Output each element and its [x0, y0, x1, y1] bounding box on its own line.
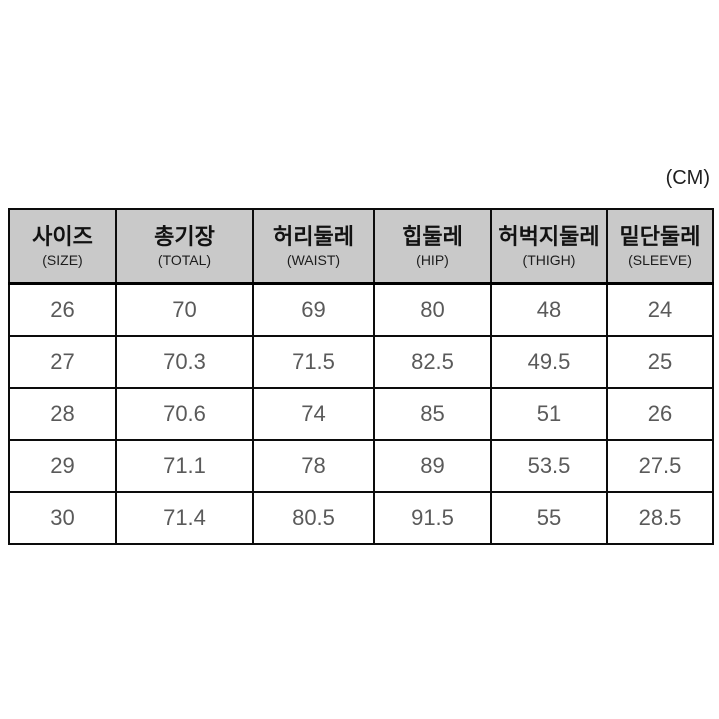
column-header-hip-en: (HIP): [416, 252, 449, 269]
cell-thigh: 53.5: [490, 439, 608, 493]
cell-size: 28: [8, 387, 117, 441]
cell-thigh: 48: [490, 282, 608, 337]
cell-total: 70.3: [115, 335, 254, 389]
column-header-sleeve-en: (SLEEVE): [628, 252, 692, 269]
cell-sleeve: 27.5: [606, 439, 714, 493]
column-header-total: 총기장 (TOTAL): [115, 208, 254, 285]
cell-thigh: 49.5: [490, 335, 608, 389]
table-body: 26 70 69 80 48 24 27 70.3 71.5 82.5 49.5…: [8, 282, 714, 545]
cell-thigh: 55: [490, 491, 608, 545]
cell-waist: 69: [252, 282, 375, 337]
table-row-size-28: 28 70.6 74 85 51 26: [8, 387, 714, 441]
cell-hip: 82.5: [373, 335, 492, 389]
cell-size: 26: [8, 282, 117, 337]
cell-waist: 71.5: [252, 335, 375, 389]
cell-sleeve: 25: [606, 335, 714, 389]
cell-size: 29: [8, 439, 117, 493]
cell-hip: 91.5: [373, 491, 492, 545]
column-header-waist-en: (WAIST): [286, 252, 341, 269]
cell-waist: 78: [252, 439, 375, 493]
table-row-size-26: 26 70 69 80 48 24: [8, 282, 714, 337]
table-row-size-29: 29 71.1 78 89 53.5 27.5: [8, 439, 714, 493]
column-header-waist: 허리둘레 (WAIST): [252, 208, 375, 285]
cell-total: 71.4: [115, 491, 254, 545]
column-header-sleeve: 밑단둘레 (SLEEVE): [606, 208, 714, 285]
cell-hip: 89: [373, 439, 492, 493]
cell-size: 30: [8, 491, 117, 545]
cell-waist: 74: [252, 387, 375, 441]
header-row: 사이즈 (SIZE) 총기장 (TOTAL) 허리둘레 (WAIST) 힙둘레 …: [8, 208, 714, 285]
cell-waist: 80.5: [252, 491, 375, 545]
column-header-hip-ko: 힙둘레: [402, 223, 463, 249]
column-header-size: 사이즈 (SIZE): [8, 208, 117, 285]
cell-size: 27: [8, 335, 117, 389]
column-header-hip: 힙둘레 (HIP): [373, 208, 492, 285]
cell-sleeve: 26: [606, 387, 714, 441]
cell-sleeve: 24: [606, 282, 714, 337]
cell-total: 70: [115, 282, 254, 337]
column-header-thigh: 허벅지둘레 (THIGH): [490, 208, 608, 285]
cell-thigh: 51: [490, 387, 608, 441]
column-header-size-en: (SIZE): [42, 252, 83, 269]
size-chart-table: 사이즈 (SIZE) 총기장 (TOTAL) 허리둘레 (WAIST) 힙둘레 …: [8, 208, 714, 545]
column-header-thigh-ko: 허벅지둘레: [498, 223, 600, 249]
table-row-size-30: 30 71.4 80.5 91.5 55 28.5: [8, 491, 714, 545]
column-header-total-en: (TOTAL): [157, 252, 212, 269]
table-row-size-27: 27 70.3 71.5 82.5 49.5 25: [8, 335, 714, 389]
column-header-size-ko: 사이즈: [32, 223, 93, 249]
column-header-thigh-en: (THIGH): [522, 252, 576, 269]
cell-sleeve: 28.5: [606, 491, 714, 545]
column-header-waist-ko: 허리둘레: [273, 223, 354, 249]
unit-label-cm: (CM): [665, 167, 710, 189]
cell-hip: 85: [373, 387, 492, 441]
column-header-total-ko: 총기장: [154, 223, 215, 249]
cell-hip: 80: [373, 282, 492, 337]
cell-total: 70.6: [115, 387, 254, 441]
table-header: 사이즈 (SIZE) 총기장 (TOTAL) 허리둘레 (WAIST) 힙둘레 …: [8, 208, 714, 285]
cell-total: 71.1: [115, 439, 254, 493]
column-header-sleeve-ko: 밑단둘레: [619, 223, 701, 249]
